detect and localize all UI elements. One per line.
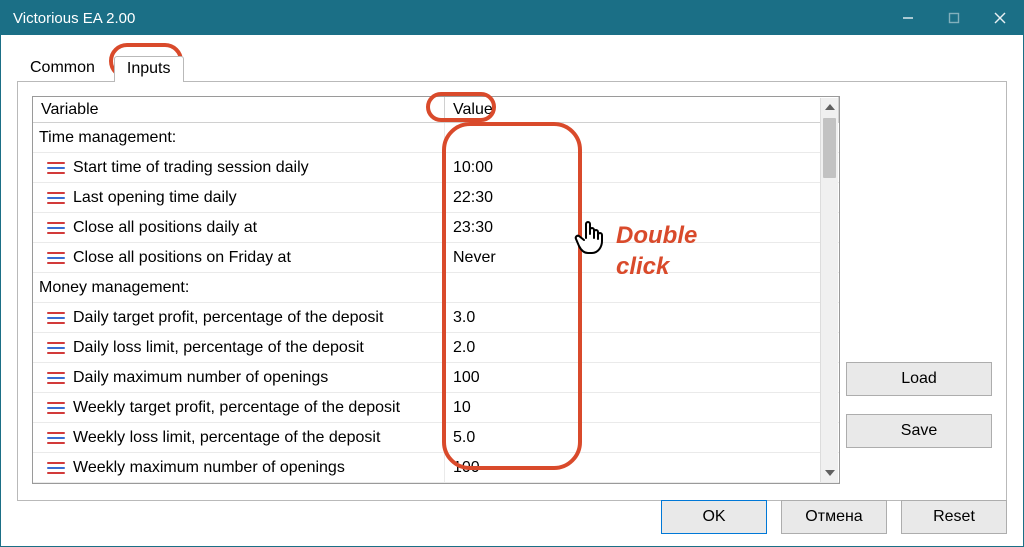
param-name: Start time of trading session daily <box>73 159 309 177</box>
param-row[interactable]: Daily maximum number of openings 100 <box>33 363 839 393</box>
param-row[interactable]: Last opening time daily 22:30 <box>33 183 839 213</box>
scroll-thumb[interactable] <box>823 118 836 178</box>
param-name: Last opening time daily <box>73 189 237 207</box>
reset-button[interactable]: Reset <box>901 500 1007 534</box>
param-icon <box>47 221 65 235</box>
param-row[interactable]: Close all positions on Friday at Never <box>33 243 839 273</box>
section-header: Money management: <box>33 273 839 303</box>
param-row[interactable]: Weekly maximum number of openings 100 <box>33 453 839 483</box>
window-controls <box>885 1 1023 35</box>
scroll-up-button[interactable] <box>821 98 838 116</box>
param-value[interactable]: 2.0 <box>453 339 475 357</box>
param-name: Weekly target profit, percentage of the … <box>73 399 400 417</box>
maximize-button[interactable] <box>931 1 977 35</box>
param-icon <box>47 311 65 325</box>
scroll-down-button[interactable] <box>821 464 838 482</box>
inputs-grid: Variable Value Time management: Start tim… <box>32 96 840 484</box>
param-icon <box>47 251 65 265</box>
section-label: Money management: <box>39 279 189 297</box>
save-button[interactable]: Save <box>846 414 992 448</box>
dialog-buttons: OK Отмена Reset <box>661 500 1007 534</box>
param-value[interactable]: 22:30 <box>453 189 493 207</box>
param-name: Daily target profit, percentage of the d… <box>73 309 383 327</box>
grid-header: Variable Value <box>33 97 839 123</box>
param-icon <box>47 371 65 385</box>
param-icon <box>47 161 65 175</box>
cancel-button[interactable]: Отмена <box>781 500 887 534</box>
param-value[interactable]: 5.0 <box>453 429 475 447</box>
tab-inputs[interactable]: Inputs <box>114 56 184 82</box>
minimize-button[interactable] <box>885 1 931 35</box>
param-value[interactable]: Never <box>453 249 496 267</box>
param-name: Weekly loss limit, percentage of the dep… <box>73 429 380 447</box>
window-title: Victorious EA 2.00 <box>1 10 885 27</box>
load-button[interactable]: Load <box>846 362 992 396</box>
close-button[interactable] <box>977 1 1023 35</box>
param-row[interactable]: Daily target profit, percentage of the d… <box>33 303 839 333</box>
param-icon <box>47 341 65 355</box>
param-icon <box>47 401 65 415</box>
param-icon <box>47 461 65 475</box>
param-icon <box>47 191 65 205</box>
param-value[interactable]: 10 <box>453 399 471 417</box>
column-variable[interactable]: Variable <box>33 97 445 122</box>
ok-button[interactable]: OK <box>661 500 767 534</box>
section-label: Time management: <box>39 129 176 147</box>
param-row[interactable]: Start time of trading session daily 10:00 <box>33 153 839 183</box>
app-window: Victorious EA 2.00 Common Inputs <box>0 0 1024 547</box>
titlebar: Victorious EA 2.00 <box>1 1 1023 35</box>
tab-bar: Common Inputs <box>17 49 1007 81</box>
param-row[interactable]: Weekly target profit, percentage of the … <box>33 393 839 423</box>
tab-common[interactable]: Common <box>17 55 108 81</box>
param-name: Close all positions daily at <box>73 219 257 237</box>
param-value[interactable]: 23:30 <box>453 219 493 237</box>
param-icon <box>47 431 65 445</box>
param-name: Daily maximum number of openings <box>73 369 328 387</box>
param-value[interactable]: 3.0 <box>453 309 475 327</box>
vertical-scrollbar[interactable] <box>820 98 838 482</box>
param-name: Weekly maximum number of openings <box>73 459 345 477</box>
param-row[interactable]: Daily loss limit, percentage of the depo… <box>33 333 839 363</box>
dialog-content: Common Inputs Variable Value Time manage… <box>1 35 1023 546</box>
param-row[interactable]: Close all positions daily at 23:30 <box>33 213 839 243</box>
param-value[interactable]: 100 <box>453 369 480 387</box>
param-row[interactable]: Weekly loss limit, percentage of the dep… <box>33 423 839 453</box>
column-value[interactable]: Value <box>445 97 839 122</box>
param-value[interactable]: 10:00 <box>453 159 493 177</box>
inputs-panel: Variable Value Time management: Start tim… <box>17 81 1007 501</box>
param-name: Daily loss limit, percentage of the depo… <box>73 339 364 357</box>
param-value[interactable]: 100 <box>453 459 480 477</box>
param-name: Close all positions on Friday at <box>73 249 291 267</box>
grid-body: Time management: Start time of trading se… <box>33 123 839 483</box>
section-header: Time management: <box>33 123 839 153</box>
side-buttons: Load Save <box>846 362 992 448</box>
